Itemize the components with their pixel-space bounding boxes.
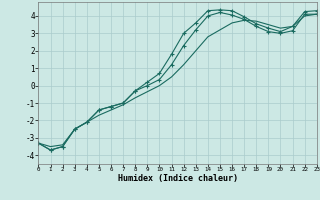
X-axis label: Humidex (Indice chaleur): Humidex (Indice chaleur) [118, 174, 238, 183]
